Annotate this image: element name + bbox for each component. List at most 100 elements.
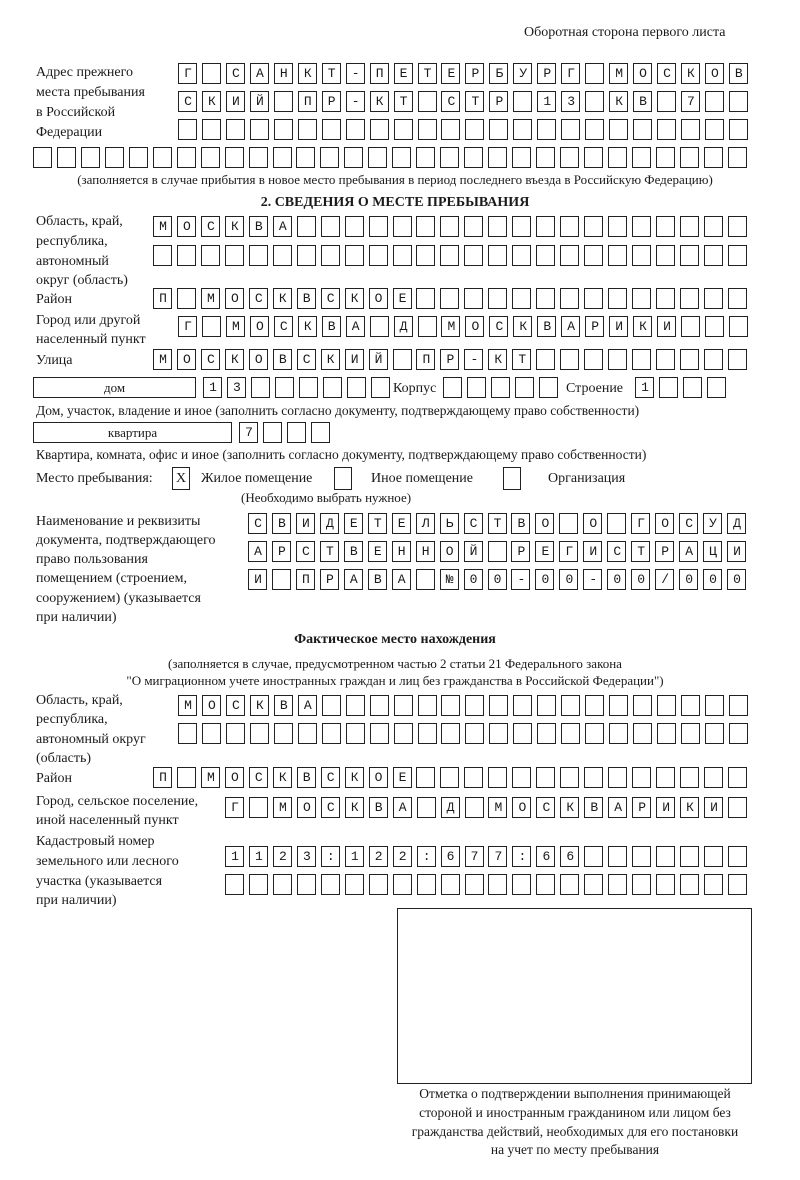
char-cell[interactable] [225,119,245,140]
char-cell[interactable] [635,377,654,398]
char-cell[interactable] [584,349,604,370]
char-cell[interactable] [392,245,412,266]
char-cell[interactable] [513,695,533,716]
char-cell[interactable] [343,569,363,590]
char-cell[interactable] [392,288,412,309]
char-cell[interactable] [632,349,651,370]
char-cell[interactable] [286,422,306,443]
char-cell[interactable] [584,797,604,818]
char-cell[interactable] [535,541,555,562]
char-cell[interactable] [441,723,461,744]
char-cell[interactable] [609,695,629,716]
char-cell[interactable] [440,874,460,895]
char-cell[interactable] [416,846,436,867]
char-cell[interactable] [727,288,747,309]
char-cell[interactable] [344,147,364,168]
char-cell[interactable] [536,767,556,788]
char-cell[interactable] [607,541,627,562]
char-cell[interactable] [703,288,723,309]
char-cell[interactable] [248,288,268,309]
char-cell[interactable] [703,147,723,168]
char-cell[interactable] [512,245,532,266]
char-cell[interactable] [632,767,651,788]
char-cell[interactable] [632,288,651,309]
char-cell[interactable] [225,846,244,867]
char-cell[interactable] [392,846,412,867]
char-cell[interactable] [153,216,172,237]
char-cell[interactable] [225,316,245,337]
char-cell[interactable] [320,147,340,168]
char-cell[interactable] [703,767,723,788]
char-cell[interactable] [633,695,653,716]
char-cell[interactable] [296,288,316,309]
char-cell[interactable] [393,91,413,112]
char-cell[interactable] [344,216,364,237]
char-cell[interactable] [465,316,485,337]
char-cell[interactable] [416,288,436,309]
char-cell[interactable] [631,569,651,590]
char-cell[interactable] [536,846,556,867]
prev-address-row-1[interactable]: Г САНКТ-ПЕТЕРБУРГ МОСКОВ [184,66,759,81]
char-cell[interactable] [440,216,460,237]
char-cell[interactable] [273,316,293,337]
char-cell[interactable] [393,316,413,337]
char-cell[interactable] [272,349,292,370]
char-cell[interactable] [513,723,533,744]
char-cell[interactable] [585,316,605,337]
char-cell[interactable] [655,569,675,590]
char-cell[interactable] [200,349,220,370]
char-cell[interactable] [248,349,268,370]
char-cell[interactable] [248,216,268,237]
char-cell[interactable] [368,767,388,788]
char-cell[interactable] [608,349,628,370]
char-cell[interactable] [680,695,700,716]
char-cell[interactable] [584,874,604,895]
char-cell[interactable] [585,91,605,112]
char-cell[interactable] [273,63,293,84]
house-type-field[interactable]: дом [33,377,196,398]
char-cell[interactable] [608,245,628,266]
char-cell[interactable] [201,119,221,140]
char-cell[interactable] [607,569,627,590]
cadastre-row-1[interactable]: 1123:122:677:66 [231,849,591,864]
char-cell[interactable] [415,541,435,562]
char-cell[interactable] [633,723,653,744]
char-cell[interactable] [178,723,197,744]
char-cell[interactable] [464,216,484,237]
char-cell[interactable] [512,349,532,370]
char-cell[interactable] [561,63,581,84]
char-cell[interactable] [631,541,651,562]
char-cell[interactable] [249,695,269,716]
char-cell[interactable] [464,874,484,895]
char-cell[interactable] [607,513,627,534]
char-cell[interactable] [441,119,461,140]
char-cell[interactable] [417,119,437,140]
char-cell[interactable] [727,569,746,590]
char-cell[interactable] [561,723,581,744]
char-cell[interactable] [679,288,699,309]
char-cell[interactable] [344,288,364,309]
char-cell[interactable] [417,723,437,744]
char-cell[interactable] [584,767,604,788]
char-cell[interactable] [320,288,340,309]
char-cell[interactable] [537,119,557,140]
char-cell[interactable] [344,797,364,818]
char-cell[interactable] [345,91,365,112]
char-cell[interactable] [320,874,340,895]
char-cell[interactable] [249,723,269,744]
char-cell[interactable] [392,797,412,818]
char-cell[interactable] [345,695,365,716]
char-cell[interactable] [679,513,699,534]
char-cell[interactable] [321,316,341,337]
char-cell[interactable] [682,377,702,398]
char-cell[interactable] [488,245,508,266]
char-cell[interactable] [513,91,533,112]
char-cell[interactable] [657,91,676,112]
char-cell[interactable] [201,91,221,112]
char-cell[interactable] [250,377,270,398]
char-cell[interactable] [655,216,675,237]
char-cell[interactable] [466,377,486,398]
district-row[interactable]: П МОСКВСКОЕ [159,291,423,306]
char-cell[interactable] [296,767,316,788]
char-cell[interactable] [225,695,245,716]
